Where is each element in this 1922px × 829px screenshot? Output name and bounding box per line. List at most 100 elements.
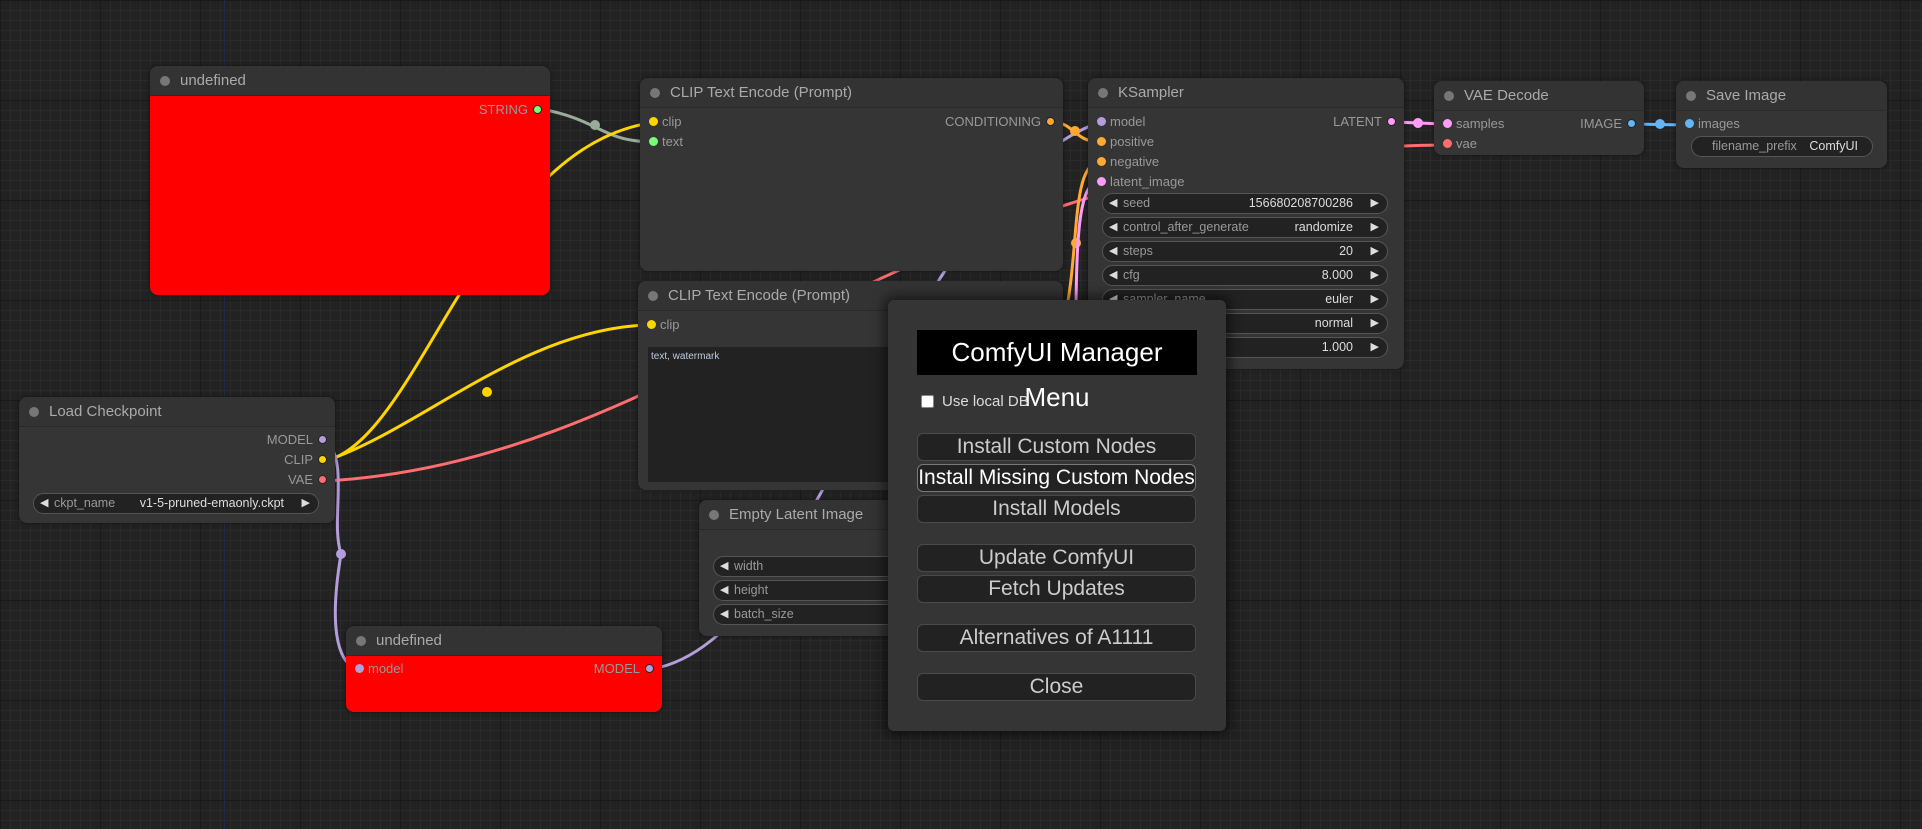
output-string[interactable]: STRING	[479, 100, 550, 120]
increment-arrow-icon[interactable]: ▶	[1370, 317, 1379, 329]
slot-dot-icon[interactable]	[647, 320, 656, 329]
decrement-arrow-icon[interactable]: ◀	[720, 560, 729, 572]
output-model[interactable]: MODEL	[267, 430, 335, 450]
collapse-dot-icon[interactable]	[1444, 91, 1454, 101]
install-custom-nodes-button[interactable]: Install Custom Nodes	[917, 433, 1196, 461]
increment-arrow-icon[interactable]: ▶	[1370, 341, 1379, 353]
decrement-arrow-icon[interactable]: ◀	[40, 497, 49, 509]
slot-dot-icon[interactable]	[1097, 117, 1106, 126]
input-model[interactable]: model	[346, 659, 403, 679]
output-model[interactable]: MODEL	[594, 659, 662, 679]
install-missing-custom-nodes-button[interactable]: Install Missing Custom Nodes	[917, 464, 1196, 492]
decrement-arrow-icon[interactable]: ◀	[720, 608, 729, 620]
slot-dot-icon[interactable]	[355, 664, 364, 673]
node-title[interactable]: undefined	[346, 626, 662, 656]
decrement-arrow-icon[interactable]: ◀	[1109, 221, 1118, 233]
collapse-dot-icon[interactable]	[1686, 91, 1696, 101]
increment-arrow-icon[interactable]: ▶	[1370, 245, 1379, 257]
link-dot	[1655, 119, 1665, 129]
slot-dot-icon[interactable]	[1097, 157, 1106, 166]
slot-dot-icon[interactable]	[533, 105, 542, 114]
slot-dot-icon[interactable]	[1097, 137, 1106, 146]
collapse-dot-icon[interactable]	[648, 291, 658, 301]
slot-dot-icon[interactable]	[318, 455, 327, 464]
slot-label: MODEL	[266, 432, 313, 447]
collapse-dot-icon[interactable]	[1098, 88, 1108, 98]
node-clip-text-encode-1[interactable]: CLIP Text Encode (Prompt) clip text COND…	[640, 78, 1063, 271]
input-samples[interactable]: samples	[1434, 114, 1504, 134]
widget-label: seed	[1123, 196, 1151, 210]
node-title[interactable]: undefined	[150, 66, 550, 96]
slot-dot-icon[interactable]	[649, 137, 658, 146]
node-title[interactable]: Save Image	[1676, 81, 1887, 111]
increment-arrow-icon[interactable]: ▶	[301, 497, 310, 509]
node-undefined-model[interactable]: undefined model MODEL	[346, 626, 662, 712]
node-title-text: Save Image	[1706, 87, 1787, 104]
slot-dot-icon[interactable]	[1097, 177, 1106, 186]
input-vae[interactable]: vae	[1434, 134, 1477, 154]
update-comfyui-button[interactable]: Update ComfyUI	[917, 544, 1196, 572]
slot-dot-icon[interactable]	[1685, 119, 1694, 128]
slot-label: clip	[662, 114, 682, 129]
close-button[interactable]: Close	[917, 673, 1196, 701]
output-clip[interactable]: CLIP	[284, 450, 335, 470]
input-text[interactable]: text	[640, 132, 683, 152]
increment-arrow-icon[interactable]: ▶	[1370, 269, 1379, 281]
input-negative[interactable]: negative	[1088, 152, 1159, 172]
slot-dot-icon[interactable]	[1046, 117, 1055, 126]
use-local-db-label[interactable]: Use local DB	[942, 393, 1029, 410]
alternatives-a1111-button[interactable]: Alternatives of A1111	[917, 624, 1196, 652]
decrement-arrow-icon[interactable]: ◀	[1109, 293, 1118, 305]
collapse-dot-icon[interactable]	[29, 407, 39, 417]
node-title[interactable]: Load Checkpoint	[19, 397, 335, 427]
widget-seed[interactable]: ◀ seed 156680208700286 ▶	[1102, 193, 1388, 214]
collapse-dot-icon[interactable]	[650, 88, 660, 98]
slot-dot-icon[interactable]	[649, 117, 658, 126]
slot-dot-icon[interactable]	[645, 664, 654, 673]
decrement-arrow-icon[interactable]: ◀	[1109, 269, 1118, 281]
slot-dot-icon[interactable]	[1387, 117, 1396, 126]
input-clip[interactable]: clip	[640, 112, 682, 132]
input-clip[interactable]: clip	[638, 315, 680, 335]
widget-steps[interactable]: ◀ steps 20 ▶	[1102, 241, 1388, 262]
increment-arrow-icon[interactable]: ▶	[1370, 197, 1379, 209]
collapse-dot-icon[interactable]	[356, 636, 366, 646]
node-undefined-string[interactable]: undefined STRING	[150, 66, 550, 295]
node-save-image[interactable]: Save Image images filename_prefix ComfyUI	[1676, 81, 1887, 168]
increment-arrow-icon[interactable]: ▶	[1370, 293, 1379, 305]
node-load-checkpoint[interactable]: Load Checkpoint MODEL CLIP VAE ◀ ckpt_nam…	[19, 397, 335, 523]
collapse-dot-icon[interactable]	[709, 510, 719, 520]
install-models-button[interactable]: Install Models	[917, 495, 1196, 523]
node-title[interactable]: KSampler	[1088, 78, 1404, 108]
use-local-db-checkbox[interactable]	[921, 395, 934, 408]
input-model[interactable]: model	[1088, 112, 1145, 132]
node-vae-decode[interactable]: VAE Decode samples vae IMAGE	[1434, 81, 1644, 155]
output-conditioning[interactable]: CONDITIONING	[945, 112, 1063, 132]
slot-dot-icon[interactable]	[1443, 139, 1452, 148]
widget-ckpt-name[interactable]: ◀ ckpt_name v1-5-pruned-emaonly.ckpt ▶	[33, 493, 319, 514]
slot-dot-icon[interactable]	[318, 475, 327, 484]
slot-dot-icon[interactable]	[1443, 119, 1452, 128]
output-image[interactable]: IMAGE	[1580, 114, 1644, 134]
widget-control-after-generate[interactable]: ◀ control_after_generate randomize ▶	[1102, 217, 1388, 238]
output-vae[interactable]: VAE	[288, 470, 335, 490]
widget-label: cfg	[1123, 268, 1140, 282]
slot-label: MODEL	[593, 661, 640, 676]
node-title[interactable]: CLIP Text Encode (Prompt)	[640, 78, 1063, 108]
input-latent-image[interactable]: latent_image	[1088, 172, 1184, 192]
collapse-dot-icon[interactable]	[160, 76, 170, 86]
widget-cfg[interactable]: ◀ cfg 8.000 ▶	[1102, 265, 1388, 286]
decrement-arrow-icon[interactable]: ◀	[1109, 197, 1118, 209]
output-latent[interactable]: LATENT	[1333, 112, 1404, 132]
increment-arrow-icon[interactable]: ▶	[1370, 221, 1379, 233]
input-images[interactable]: images	[1676, 114, 1740, 134]
slot-dot-icon[interactable]	[318, 435, 327, 444]
node-title[interactable]: VAE Decode	[1434, 81, 1644, 111]
fetch-updates-button[interactable]: Fetch Updates	[917, 575, 1196, 603]
widget-filename-prefix[interactable]: filename_prefix ComfyUI	[1691, 136, 1873, 157]
decrement-arrow-icon[interactable]: ◀	[720, 584, 729, 596]
input-positive[interactable]: positive	[1088, 132, 1154, 152]
slot-dot-icon[interactable]	[1627, 119, 1636, 128]
slot-label: model	[368, 661, 404, 676]
decrement-arrow-icon[interactable]: ◀	[1109, 245, 1118, 257]
